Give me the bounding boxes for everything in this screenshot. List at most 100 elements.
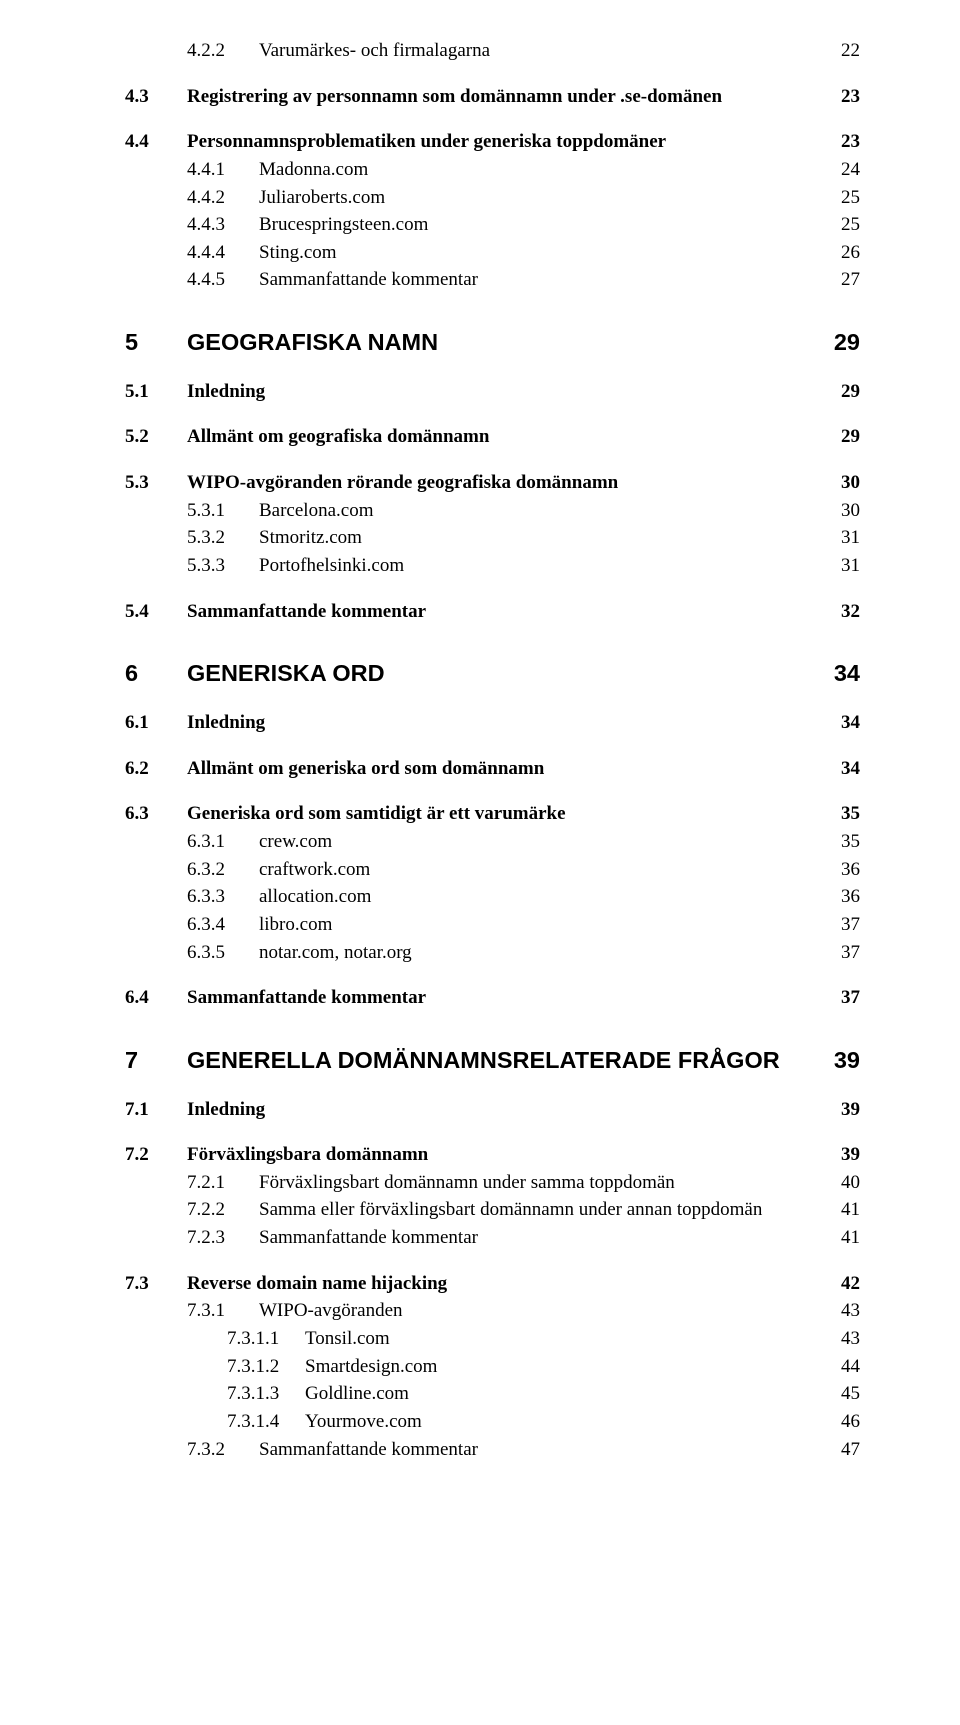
toc-entry-page: 39 [841, 1097, 860, 1123]
toc-entry: 7.3.2Sammanfattande kommentar47 [187, 1437, 860, 1463]
toc-entry-number: 5.1 [125, 379, 187, 405]
toc-entry-title: Portofhelsinki.com [259, 553, 829, 579]
toc-entry-left: 7.3.1.1Tonsil.com [187, 1326, 829, 1352]
toc-entry-title: Goldline.com [305, 1381, 829, 1407]
toc-entry: 6.3Generiska ord som samtidigt är ett va… [125, 801, 860, 827]
toc-entry-number: 4.3 [125, 84, 187, 110]
toc-entry-number: 5 [125, 327, 187, 359]
toc-entry-title: GENERISKA ORD [187, 658, 822, 690]
toc-entry-left: 4.4.3Brucespringsteen.com [187, 212, 829, 238]
toc-entry-left: 6.3.3allocation.com [187, 884, 829, 910]
toc-entry-number: 4.4.2 [187, 185, 259, 211]
toc-entry: 7.3.1.1Tonsil.com43 [187, 1326, 860, 1352]
toc-entry-number: 5.2 [125, 424, 187, 450]
toc-entry-number: 5.3.3 [187, 553, 259, 579]
toc-entry: 7.3.1.2Smartdesign.com 44 [187, 1354, 860, 1380]
toc-entry-page: 31 [841, 525, 860, 551]
toc-entry-left: 6.3.1crew.com [187, 829, 829, 855]
toc-entry-number: 6.3.1 [187, 829, 259, 855]
toc-entry-number: 7.3 [125, 1271, 187, 1297]
toc-entry-title: Sammanfattande kommentar [259, 1225, 829, 1251]
toc-entry-number: 6.1 [125, 710, 187, 736]
toc-entry: 5.2Allmänt om geografiska domännamn 29 [125, 424, 860, 450]
toc-entry-left: 5.3WIPO-avgöranden rörande geografiska d… [125, 470, 829, 496]
toc-entry-title: notar.com, notar.org [259, 940, 829, 966]
toc-entry-number: 6.4 [125, 985, 187, 1011]
toc-entry: 6.3.4libro.com37 [187, 912, 860, 938]
toc-entry-left: 7.3.1WIPO-avgöranden [187, 1298, 829, 1324]
toc-entry-title: Varumärkes- och firmalagarna [259, 38, 829, 64]
toc-entry-left: 7.2.3Sammanfattande kommentar [187, 1225, 829, 1251]
toc-entry-page: 23 [841, 129, 860, 155]
toc-entry-title: Inledning [187, 710, 829, 736]
toc-entry-page: 37 [841, 985, 860, 1011]
toc-entry-title: Generiska ord som samtidigt är ett varum… [187, 801, 829, 827]
toc-entry-left: 5.3.2Stmoritz.com [187, 525, 829, 551]
toc-entry-page: 45 [841, 1381, 860, 1407]
toc-entry: 4.2.2Varumärkes- och firmalagarna 22 [187, 38, 860, 64]
toc-entry-left: 7.3.1.2Smartdesign.com [187, 1354, 829, 1380]
toc-entry-number: 4.4.5 [187, 267, 259, 293]
toc-entry-page: 46 [841, 1409, 860, 1435]
toc-entry-title: craftwork.com [259, 857, 829, 883]
toc-entry-title: Reverse domain name hijacking [187, 1271, 829, 1297]
toc-entry-number: 4.2.2 [187, 38, 259, 64]
toc-entry-number: 6.3.4 [187, 912, 259, 938]
toc-entry-left: 5.3.3Portofhelsinki.com [187, 553, 829, 579]
toc-entry-page: 25 [841, 185, 860, 211]
toc-entry-number: 6.3.3 [187, 884, 259, 910]
toc-entry-title: Barcelona.com [259, 498, 829, 524]
toc-entry-left: 5.1Inledning [125, 379, 829, 405]
toc-entry-page: 43 [841, 1298, 860, 1324]
toc-entry-number: 6.2 [125, 756, 187, 782]
toc-entry-number: 4.4 [125, 129, 187, 155]
toc-entry-title: Madonna.com [259, 157, 829, 183]
toc-entry-left: 4.2.2Varumärkes- och firmalagarna [187, 38, 829, 64]
toc-entry-page: 29 [841, 424, 860, 450]
toc-entry-left: 7.3.1.3Goldline.com [187, 1381, 829, 1407]
toc-entry-title: Sammanfattande kommentar [259, 267, 829, 293]
toc-entry-page: 22 [841, 38, 860, 64]
toc-entry: 7.3.1.3Goldline.com 45 [187, 1381, 860, 1407]
toc-entry-left: 5.2Allmänt om geografiska domännamn [125, 424, 829, 450]
toc-entry-title: Inledning [187, 1097, 829, 1123]
toc-entry-page: 30 [841, 498, 860, 524]
toc-entry-number: 7.2.1 [187, 1170, 259, 1196]
toc-entry-page: 42 [841, 1271, 860, 1297]
toc-entry-title: WIPO-avgöranden rörande geografiska domä… [187, 470, 829, 496]
toc-entry-number: 7.2 [125, 1142, 187, 1168]
toc-entry-page: 35 [841, 829, 860, 855]
toc-entry-page: 47 [841, 1437, 860, 1463]
toc-entry-title: Samma eller förväxlingsbart domännamn un… [259, 1197, 829, 1223]
toc-entry: 4.4.5Sammanfattande kommentar 27 [187, 267, 860, 293]
toc-entry-page: 34 [841, 756, 860, 782]
toc-entry-left: 4.4Personnamnsproblematiken under generi… [125, 129, 829, 155]
toc-entry-page: 44 [841, 1354, 860, 1380]
toc-entry-page: 25 [841, 212, 860, 238]
toc-entry: 4.4Personnamnsproblematiken under generi… [125, 129, 860, 155]
toc-entry-title: Inledning [187, 379, 829, 405]
toc-entry-page: 29 [841, 379, 860, 405]
toc-entry: 6.2Allmänt om generiska ord som domännam… [125, 756, 860, 782]
toc-entry: 5.4Sammanfattande kommentar32 [125, 599, 860, 625]
toc-entry-page: 29 [834, 327, 860, 359]
toc-entry: 7.1Inledning 39 [125, 1097, 860, 1123]
toc-entry-number: 5.4 [125, 599, 187, 625]
toc-entry-number: 7.3.1.2 [187, 1354, 305, 1380]
toc-entry-page: 36 [841, 884, 860, 910]
toc-entry-number: 6 [125, 658, 187, 690]
toc-entry-number: 7.1 [125, 1097, 187, 1123]
toc-entry-page: 39 [834, 1045, 860, 1077]
toc-entry-left: 4.4.5Sammanfattande kommentar [187, 267, 829, 293]
toc-entry-page: 32 [841, 599, 860, 625]
toc-entry-page: 35 [841, 801, 860, 827]
toc-entry-page: 27 [841, 267, 860, 293]
toc-entry: 6.4Sammanfattande kommentar37 [125, 985, 860, 1011]
toc-entry-number: 7.3.1.3 [187, 1381, 305, 1407]
toc-entry-title: Personnamnsproblematiken under generiska… [187, 129, 829, 155]
toc-entry: 7.2.2Samma eller förväxlingsbart domänna… [187, 1197, 860, 1223]
toc-entry-number: 7.3.1.1 [187, 1326, 305, 1352]
toc-entry-left: 6GENERISKA ORD [125, 658, 822, 690]
toc-entry-left: 7.1Inledning [125, 1097, 829, 1123]
toc-entry-title: Brucespringsteen.com [259, 212, 829, 238]
